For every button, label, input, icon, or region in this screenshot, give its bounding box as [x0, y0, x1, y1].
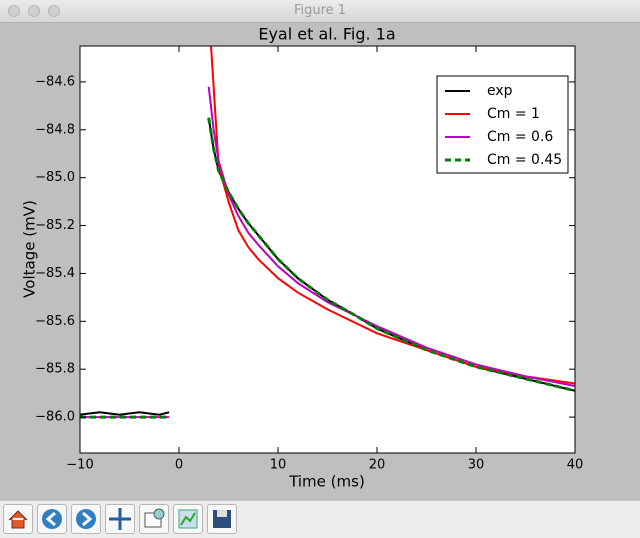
- x-tick-label: 40: [567, 458, 584, 473]
- zoom-button[interactable]: [48, 5, 60, 17]
- save-button[interactable]: [207, 504, 237, 534]
- pan-button[interactable]: [105, 504, 135, 534]
- y-tick-label: −85.2: [35, 218, 75, 233]
- y-tick-label: −84.8: [35, 122, 75, 137]
- x-tick-label: 20: [369, 458, 386, 473]
- chart-title: Eyal et al. Fig. 1a: [258, 25, 395, 44]
- legend-label: Cm = 0.6: [487, 129, 553, 145]
- legend: [436, 75, 569, 174]
- y-tick-label: −85.0: [35, 170, 75, 185]
- title-bar: Figure 1: [0, 0, 640, 23]
- y-axis-label: Voltage (mV): [21, 200, 39, 298]
- y-tick-label: −84.6: [35, 74, 75, 89]
- y-tick-label: −85.4: [35, 266, 75, 281]
- legend-label: Cm = 1: [487, 106, 540, 122]
- toolbar: [0, 500, 640, 538]
- y-tick-label: −85.8: [35, 362, 75, 377]
- chart: Eyal et al. Fig. 1a Time (ms) Voltage (m…: [21, 25, 584, 491]
- x-tick-label: 30: [468, 458, 485, 473]
- back-button[interactable]: [37, 504, 67, 534]
- minimize-button[interactable]: [28, 5, 40, 17]
- x-tick-label: 10: [270, 458, 287, 473]
- home-button[interactable]: [3, 504, 33, 534]
- x-tick-label: −10: [66, 458, 93, 473]
- x-axis-label: Time (ms): [288, 473, 365, 491]
- window-title: Figure 1: [293, 3, 347, 18]
- legend-label: Cm = 0.45: [487, 152, 562, 168]
- legend-label: exp: [487, 83, 513, 99]
- close-button[interactable]: [8, 5, 20, 17]
- zoom-rect-button[interactable]: [139, 504, 169, 534]
- forward-button[interactable]: [71, 504, 101, 534]
- configure-button[interactable]: [173, 504, 203, 534]
- y-tick-label: −85.6: [35, 314, 75, 329]
- x-tick-label: 0: [175, 458, 183, 473]
- axes-frame: [79, 45, 576, 454]
- y-tick-label: −86.0: [35, 410, 75, 425]
- series-line: [80, 117, 575, 419]
